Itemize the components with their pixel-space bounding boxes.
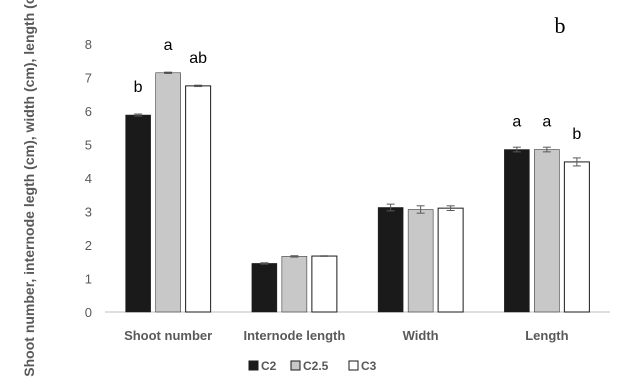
panel-label: b (555, 13, 566, 38)
x-tick-label: Width (403, 328, 439, 343)
legend-label: C2 (261, 359, 277, 373)
legend-label: C2.5 (303, 359, 329, 373)
x-tick-label: Shoot number (124, 328, 212, 343)
significance-label: a (164, 37, 173, 54)
y-tick-label: 4 (85, 171, 92, 186)
bar-c2-5 (407, 209, 434, 313)
significance-label: b (134, 79, 143, 96)
significance-label: a (512, 114, 521, 131)
significance-label: ab (189, 50, 207, 67)
legend: C2 C2.5 C3 (248, 359, 377, 373)
bar-c2-5 (281, 256, 308, 313)
y-tick-label: 0 (85, 305, 92, 320)
bar-c2 (377, 207, 404, 313)
legend-swatch-c2 (248, 360, 259, 371)
bar-c2 (125, 114, 151, 313)
bar-c3 (563, 161, 590, 313)
legend-label: C3 (361, 359, 377, 373)
x-tick-label: Length (525, 328, 568, 343)
y-tick-label: 3 (85, 205, 92, 220)
y-tick-label: 5 (85, 138, 92, 153)
bar-c3 (311, 255, 338, 313)
y-axis-label: Shoot number, internode legth (cm), widt… (21, 0, 37, 377)
x-tick-label: Internode length (243, 328, 345, 343)
bar-c2-5 (155, 72, 181, 313)
legend-swatch-c3 (348, 360, 359, 371)
significance-label: a (542, 114, 551, 131)
y-tick-label: 2 (85, 238, 92, 253)
legend-swatch-c2-5 (290, 360, 301, 371)
significance-label: b (572, 126, 581, 143)
y-tick-label: 8 (85, 37, 92, 52)
bar-c2 (251, 263, 278, 313)
y-tick-label: 6 (85, 104, 92, 119)
y-tick-label: 7 (85, 71, 92, 86)
y-tick-label: 1 (85, 272, 92, 287)
bar-c2 (504, 149, 530, 313)
bar-c2-5 (534, 149, 560, 313)
bar-c3 (437, 207, 464, 313)
bar-c3 (185, 85, 212, 313)
